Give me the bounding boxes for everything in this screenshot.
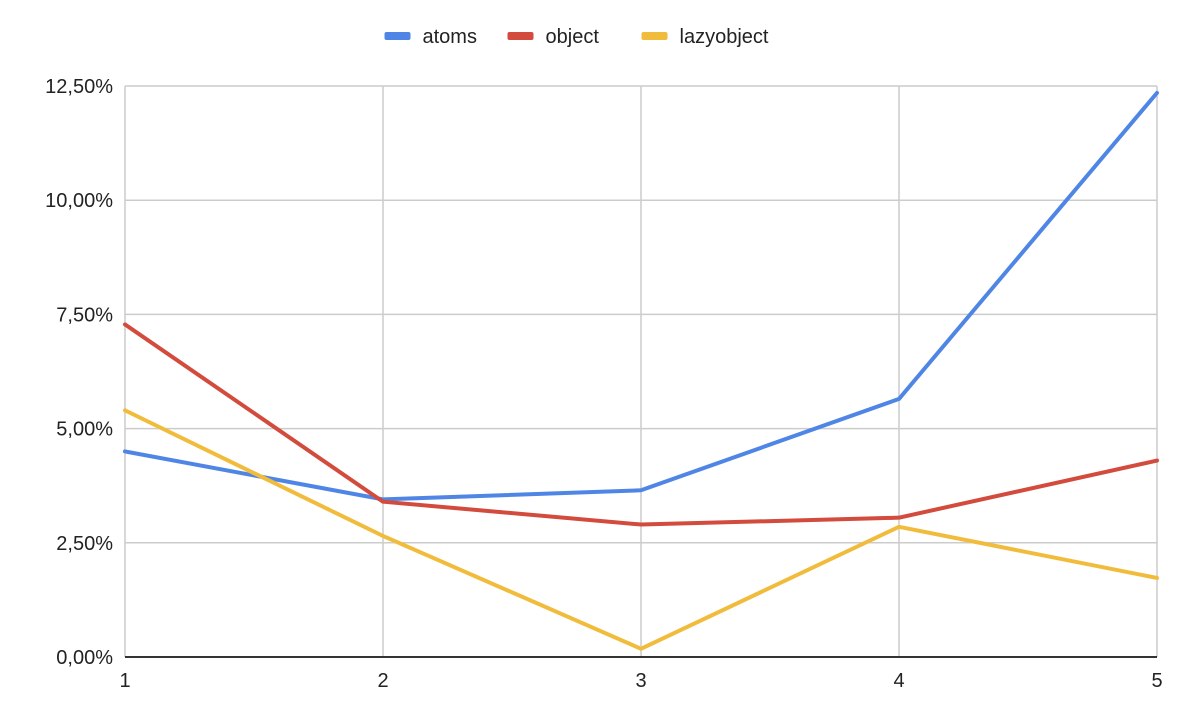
legend-swatch-object	[507, 32, 534, 40]
legend-swatch-lazyobject	[641, 32, 668, 40]
axes: 0,00% 2,50% 5,00% 7,50% 10,00% 12,50% 1 2 3 4 5	[45, 76, 1162, 692]
grid	[124, 85, 1158, 657]
x-tick-label: 4	[893, 670, 904, 692]
x-tick-label: 2	[377, 670, 388, 692]
series-line-lazyobject	[123, 408, 1159, 651]
y-tick-label: 7,50%	[56, 304, 113, 326]
series-line-atoms	[123, 90, 1159, 502]
x-tick-label: 1	[119, 670, 130, 692]
y-tick-label: 12,50%	[45, 76, 113, 98]
legend-label-atoms: atoms	[423, 26, 477, 48]
legend-label-object: object	[546, 26, 600, 48]
legend: atoms object lazyobject	[384, 26, 769, 48]
series-line-object	[123, 322, 1159, 527]
y-tick-label: 2,50%	[56, 533, 113, 555]
x-tick-label: 5	[1151, 670, 1162, 692]
legend-label-lazyobject: lazyobject	[680, 26, 769, 48]
series-layer	[123, 90, 1159, 651]
y-tick-label: 0,00%	[56, 647, 113, 669]
y-tick-label: 10,00%	[45, 190, 113, 212]
y-tick-label: 5,00%	[56, 419, 113, 441]
x-tick-label: 3	[635, 670, 646, 692]
legend-swatch-atoms	[384, 32, 411, 40]
